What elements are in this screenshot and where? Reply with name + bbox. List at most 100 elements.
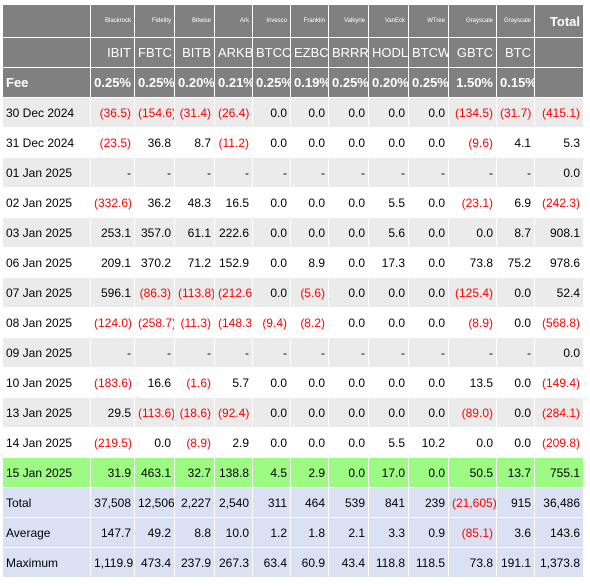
flow-cell: 596.1 xyxy=(90,277,135,308)
flow-cell: (92.4) xyxy=(214,397,253,428)
summary-value: 3.6 xyxy=(496,517,535,548)
issuer-header-row: Blackrock Fidelity Bitwise Ark Invesco Frankl… xyxy=(2,4,584,38)
flow-cell: - xyxy=(252,337,291,368)
flow-cell: - xyxy=(134,337,175,368)
flow-cell: - xyxy=(328,157,369,188)
flow-cell: 17.3 xyxy=(368,247,409,278)
flow-cell: 0.0 xyxy=(496,427,535,458)
summary-value: 239 xyxy=(408,487,449,518)
flow-cell: 0.0 xyxy=(252,397,291,428)
table-row: 10 Jan 2025 (183.6) 16.6 (1.6) 5.7 0.0 0.0 0.0 0… xyxy=(2,367,584,398)
flow-cell: 0.0 xyxy=(368,307,409,338)
flow-cell: 5.5 xyxy=(368,427,409,458)
flow-cell: (183.6) xyxy=(90,367,135,398)
flow-cell: (219.5) xyxy=(90,427,135,458)
flow-cell: 0.0 xyxy=(408,97,449,128)
flow-cell: (11.3) xyxy=(174,307,215,338)
fee-value: 0.19% xyxy=(290,67,329,98)
issuer-header: Valkyrie xyxy=(328,4,369,38)
row-total-cell: (568.8) xyxy=(534,307,584,338)
flow-cell: 10.2 xyxy=(408,427,449,458)
ticker-header-row: IBIT FBTC BITB ARKB BTCO EZBC BRRR HODL BTCW GBTC… xyxy=(2,37,584,68)
flow-cell: 0.0 xyxy=(290,187,329,218)
flow-cell: (8.2) xyxy=(290,307,329,338)
row-date: 07 Jan 2025 xyxy=(2,277,91,308)
flow-cell: 0.0 xyxy=(252,127,291,158)
summary-value: 464 xyxy=(290,487,329,518)
flow-cell: 0.0 xyxy=(408,187,449,218)
ticker-header: HODL xyxy=(368,37,409,68)
summary-value: 73.8 xyxy=(448,547,497,578)
flow-cell: (23.1) xyxy=(448,187,497,218)
row-total-cell: (209.8) xyxy=(534,427,584,458)
flow-cell: 463.1 xyxy=(134,457,175,488)
summary-value: 36,486 xyxy=(534,487,584,518)
flow-cell: 0.0 xyxy=(290,367,329,398)
flow-cell: 0.0 xyxy=(448,427,497,458)
summary-row: Average 147.7 49.2 8.8 10.0 1.2 1.8 2.1 3.3 0.9 (8… xyxy=(2,517,584,548)
row-date: 06 Jan 2025 xyxy=(2,247,91,278)
flow-cell: - xyxy=(174,337,215,368)
summary-value: 143.6 xyxy=(534,517,584,548)
ticker-header: EZBC xyxy=(290,37,329,68)
row-date: 09 Jan 2025 xyxy=(2,337,91,368)
summary-value: 12,506 xyxy=(134,487,175,518)
summary-value: 473.4 xyxy=(134,547,175,578)
flow-cell: 0.0 xyxy=(328,127,369,158)
summary-value: 0.9 xyxy=(408,517,449,548)
fee-value: 0.25% xyxy=(252,67,291,98)
ticker-header: BTCW xyxy=(408,37,449,68)
row-total-cell: 52.4 xyxy=(534,277,584,308)
row-date: 14 Jan 2025 xyxy=(2,427,91,458)
flow-cell: 16.5 xyxy=(214,187,253,218)
flow-cell: (332.6) xyxy=(90,187,135,218)
ticker-header: BTC xyxy=(496,37,535,68)
fee-value: 0.15% xyxy=(496,67,535,98)
summary-value: 147.7 xyxy=(90,517,135,548)
flow-cell: 0.0 xyxy=(252,97,291,128)
ticker-header: GBTC xyxy=(448,37,497,68)
flow-cell: 0.0 xyxy=(368,127,409,158)
row-date: 03 Jan 2025 xyxy=(2,217,91,248)
summary-row: Total 37,508 12,506 2,227 2,540 311 464 539 841 2… xyxy=(2,487,584,518)
issuer-header: Fidelity xyxy=(134,4,175,38)
flow-cell: 253.1 xyxy=(90,217,135,248)
flow-cell: 0.0 xyxy=(252,247,291,278)
table-row: 01 Jan 2025- - - - - - - - - - -0.0 xyxy=(2,157,584,188)
flow-cell: - xyxy=(328,337,369,368)
flow-cell: 5.7 xyxy=(214,367,253,398)
flow-cell: 5.6 xyxy=(368,217,409,248)
flow-cell: - xyxy=(90,337,135,368)
flow-cell: - xyxy=(408,157,449,188)
flow-cell: (148.3) xyxy=(214,307,253,338)
flow-cell: (125.4) xyxy=(448,277,497,308)
flow-cell: (26.4) xyxy=(214,97,253,128)
flow-cell: 209.1 xyxy=(90,247,135,278)
flow-cell: - xyxy=(214,337,253,368)
flow-cell: (89.0) xyxy=(448,397,497,428)
ticker-header: BRRR xyxy=(328,37,369,68)
flow-cell: 0.0 xyxy=(328,277,369,308)
flow-cell: - xyxy=(214,157,253,188)
flow-cell: - xyxy=(134,157,175,188)
flow-cell: (8.9) xyxy=(448,307,497,338)
summary-value: 311 xyxy=(252,487,291,518)
etf-flow-table: Blackrock Fidelity Bitwise Ark Invesco Frankl… xyxy=(2,4,584,578)
summary-value: 191.1 xyxy=(496,547,535,578)
flow-cell: 0.0 xyxy=(408,127,449,158)
summary-value: 118.5 xyxy=(408,547,449,578)
flow-cell: - xyxy=(368,337,409,368)
flow-cell: 0.0 xyxy=(328,427,369,458)
fee-row: Fee 0.25% 0.25% 0.20% 0.21% 0.25% 0.19% 0.25% 0.… xyxy=(2,67,584,98)
flow-cell: 48.3 xyxy=(174,187,215,218)
row-date: 30 Dec 2024 xyxy=(2,97,91,128)
flow-cell: 0.0 xyxy=(328,187,369,218)
flow-cell: (86.3) xyxy=(134,277,175,308)
row-date: 01 Jan 2025 xyxy=(2,157,91,188)
flow-cell: (31.4) xyxy=(174,97,215,128)
flow-cell: 0.0 xyxy=(408,307,449,338)
flow-cell: 73.8 xyxy=(448,247,497,278)
flow-cell: (134.5) xyxy=(448,97,497,128)
fee-value: 0.20% xyxy=(368,67,409,98)
summary-value: 10.0 xyxy=(214,517,253,548)
